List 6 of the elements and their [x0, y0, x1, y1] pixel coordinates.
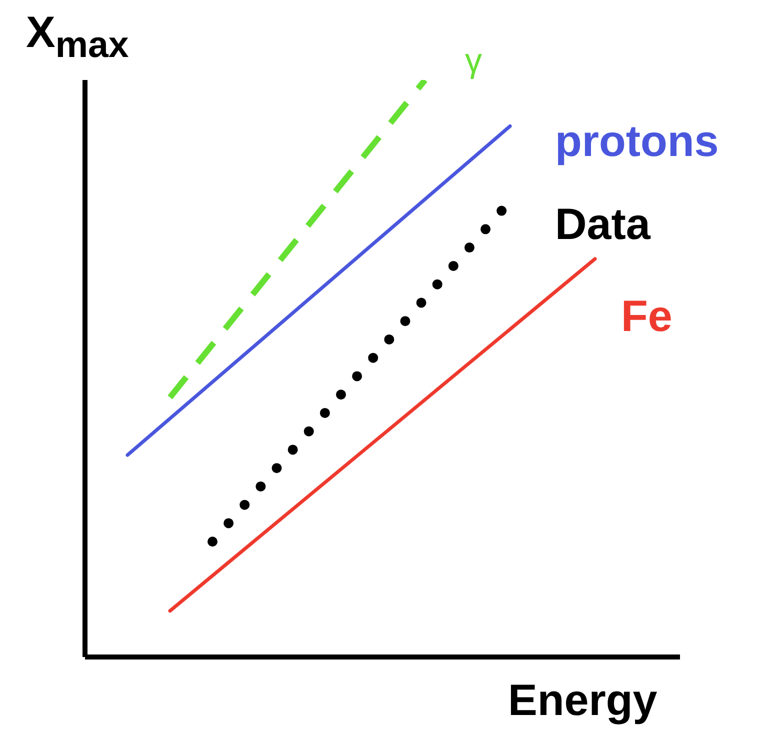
series-label: protons — [555, 117, 719, 166]
series-label: Data — [555, 200, 651, 250]
series-label: Fe — [621, 292, 672, 341]
y-axis-title: X$_{max}$ — [26, 8, 129, 66]
series-label: γ — [465, 42, 482, 80]
x-axis-title: Energy — [508, 676, 658, 726]
